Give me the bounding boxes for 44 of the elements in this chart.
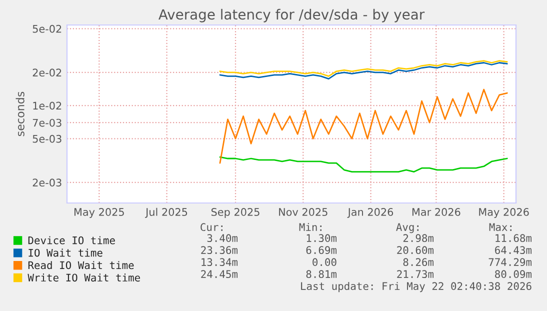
x-tick-label: Jan 2026 [347, 208, 394, 218]
y-axis-title: seconds [16, 92, 24, 136]
x-tick-label: Nov 2025 [279, 208, 328, 216]
text: 2.98m [403, 234, 434, 242]
text: 21.73m [397, 270, 434, 278]
text: 3.40m [207, 234, 238, 242]
text: Min: [299, 222, 322, 231]
legend-label: Write IO Wait time [28, 274, 140, 282]
legend-label: Device IO time [28, 236, 115, 244]
x-tick-label: May 2025 [74, 208, 124, 218]
text: 8.26m [403, 258, 434, 266]
text: 80.09m [495, 270, 532, 278]
text: 1.30m [306, 234, 337, 242]
legend-label: Read IO Wait time [28, 261, 134, 270]
line-series [219, 62, 508, 80]
text: Avg: [396, 223, 418, 234]
y-tick-label: 1e-02 [33, 102, 62, 110]
y-tick-label: 2e-02 [32, 68, 62, 77]
y-tick-label: 5e-02 [32, 24, 62, 33]
line-series [219, 156, 508, 172]
line-series [219, 60, 508, 77]
text: 24.45m [201, 270, 238, 278]
y-tick-label: 5e-03 [32, 134, 62, 143]
text: 0.00 [312, 258, 336, 266]
x-tick-label: Sep 2025 [211, 208, 260, 218]
text: 23.36m [201, 246, 238, 254]
y-tick-label: 2e-03 [32, 178, 62, 187]
line-series [219, 88, 508, 164]
x-tick-label: Jul 2025 [145, 208, 188, 218]
text: 20.60m [397, 246, 434, 254]
text: 11.68m [496, 234, 532, 242]
text: 8.81m [306, 270, 337, 278]
text: 13.34m [202, 258, 238, 266]
x-tick-label: Mar 2026 [412, 208, 460, 216]
x-tick-label: May 2026 [479, 208, 529, 218]
text: Cur: [200, 223, 222, 232]
y-tick-label: 7e-03 [32, 118, 62, 127]
legend-label: IO Wait time [28, 248, 102, 257]
text: Last update: Fri May 22 02:40:38 2026 [301, 282, 532, 292]
text: 6.69m [306, 246, 337, 254]
text: Max: [489, 223, 512, 232]
text: 64.43m [495, 246, 532, 254]
chart-title: Average latency for /dev/sda - by year [158, 8, 425, 22]
text: 774.29m [488, 258, 532, 266]
